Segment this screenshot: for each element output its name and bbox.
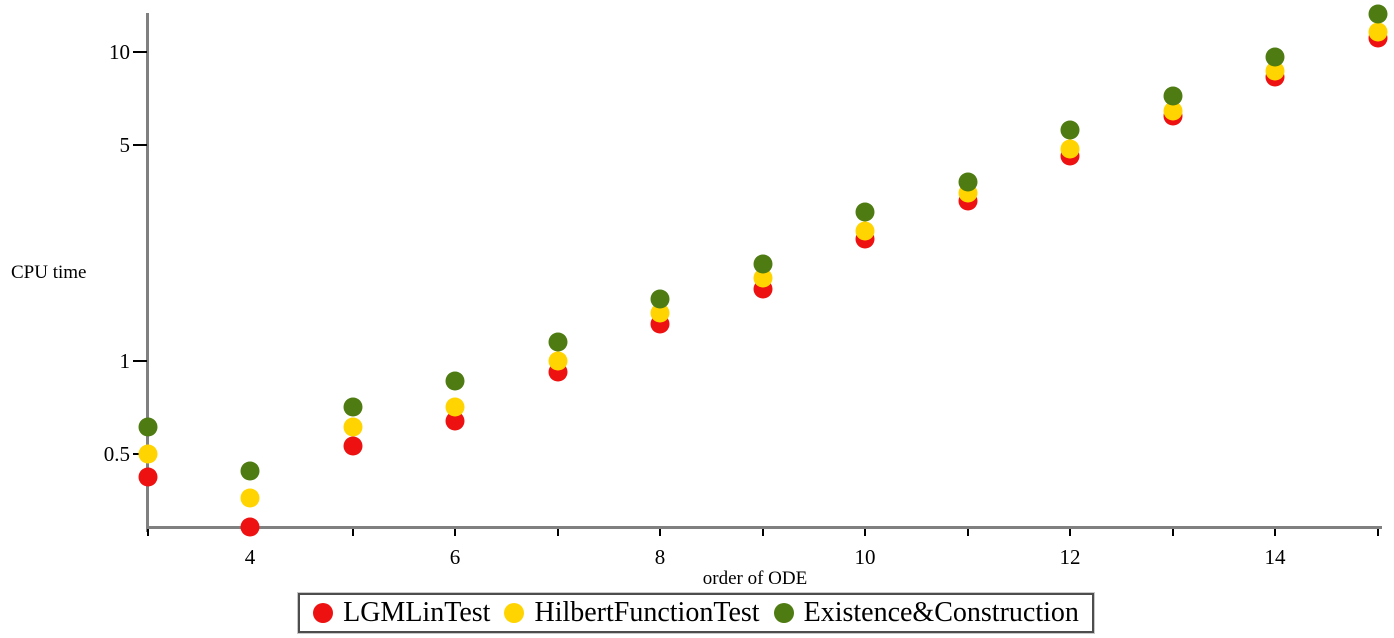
x-tick-label: 10 (854, 545, 876, 569)
data-point (240, 488, 260, 508)
data-point (1368, 4, 1387, 24)
data-point (548, 332, 567, 352)
y-tick (133, 360, 147, 362)
data-point (1060, 120, 1080, 140)
data-point (548, 351, 567, 371)
legend-item: Existence&Construction (773, 597, 1079, 628)
y-axis-title: CPU time (11, 262, 87, 283)
data-point (958, 172, 977, 192)
data-point (1163, 86, 1182, 106)
data-point (445, 397, 465, 417)
x-tick (864, 529, 866, 536)
x-axis-line (146, 526, 1382, 529)
data-point (1163, 101, 1182, 121)
data-point (753, 254, 772, 274)
legend-item: HilbertFunctionTest (504, 597, 760, 628)
x-tick-label: 6 (449, 545, 461, 569)
data-point (240, 461, 260, 481)
x-tick (966, 529, 969, 536)
legend-box: LGMLinTest HilbertFunctionTest Existence… (298, 593, 1094, 633)
red-dot-icon (313, 603, 334, 623)
legend-item: LGMLinTest (313, 599, 490, 627)
data-point (138, 467, 157, 487)
x-tick-label: 12 (1059, 545, 1081, 569)
y-tick-label: 1 (119, 349, 131, 373)
data-point (138, 417, 157, 437)
data-point (650, 289, 670, 309)
yellow-dot-icon (504, 603, 525, 623)
data-point (343, 417, 362, 437)
x-tick (1274, 529, 1276, 536)
y-tick-label: 5 (119, 133, 131, 158)
data-point (343, 397, 362, 417)
data-point (445, 371, 465, 391)
x-tick (556, 529, 559, 536)
y-tick-label: 10 (109, 40, 130, 64)
legend-label: Existence&Construction (803, 597, 1079, 628)
legend-label: LGMLinTest (343, 597, 491, 628)
x-tick (351, 529, 354, 536)
y-axis-line (146, 13, 149, 532)
x-tick (146, 529, 149, 536)
data-point (1060, 139, 1080, 159)
data-point (753, 268, 772, 288)
data-point (1265, 47, 1285, 67)
data-point (1265, 61, 1285, 81)
data-point (855, 221, 875, 241)
x-tick (1376, 529, 1379, 536)
y-tick-label: 0.5 (103, 442, 130, 467)
y-tick (133, 51, 147, 53)
data-point (343, 436, 362, 456)
legend-label: HilbertFunctionTest (534, 597, 760, 628)
x-tick (454, 529, 456, 536)
x-tick-label: 14 (1264, 545, 1286, 569)
x-axis-title: order of ODE (702, 568, 808, 589)
data-point (240, 517, 260, 537)
data-point (855, 202, 875, 222)
x-tick (1069, 529, 1071, 536)
data-point (445, 411, 465, 431)
y-tick (133, 144, 147, 147)
green-dot-icon (773, 603, 794, 623)
data-point (138, 444, 157, 464)
x-tick-label: 4 (244, 545, 256, 569)
x-tick (761, 529, 764, 536)
data-point (650, 303, 670, 323)
x-tick-label: 8 (654, 545, 666, 569)
data-point (1368, 22, 1387, 42)
x-tick (659, 529, 661, 536)
x-tick (1171, 529, 1174, 536)
